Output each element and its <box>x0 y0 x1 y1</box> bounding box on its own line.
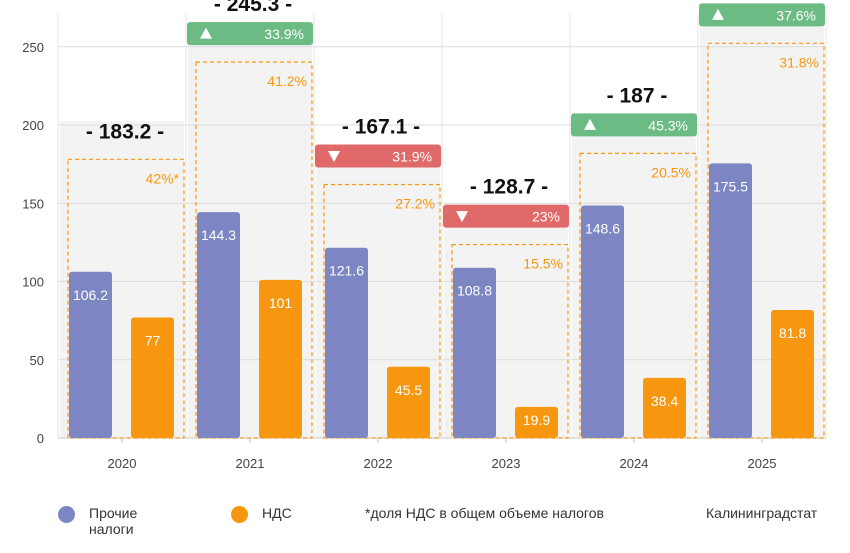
total-label: - 183.2 - <box>86 120 164 143</box>
bar-vat-label: 77 <box>145 332 161 348</box>
x-tick-label: 2020 <box>108 456 137 471</box>
change-label: 23% <box>532 209 560 225</box>
total-label: - 167.1 - <box>342 115 420 138</box>
bar-other-label: 108.8 <box>457 283 492 299</box>
change-pill <box>699 3 825 27</box>
total-label: - 187 - <box>607 84 668 107</box>
total-box <box>579 152 697 439</box>
vat-share-label: 15.5% <box>523 256 563 272</box>
triangle-up-icon <box>712 8 724 20</box>
source: Калининградстат <box>706 505 818 521</box>
bar-vat-label: 81.8 <box>779 325 806 341</box>
x-tick-label: 2021 <box>236 456 265 471</box>
vat-share-label: 31.8% <box>779 54 819 70</box>
total-box <box>323 183 441 439</box>
y-tick-label: 0 <box>37 431 44 446</box>
triangle-down-icon <box>456 211 468 223</box>
x-tick-label: 2024 <box>620 456 649 471</box>
bar-vat <box>771 309 814 438</box>
legend-vat-label: НДС <box>262 505 292 521</box>
bar-vat <box>387 366 430 438</box>
bar-other <box>581 205 624 438</box>
triangle-up-icon <box>584 118 596 130</box>
change-pill <box>187 22 313 46</box>
legend-vat-swatch <box>231 506 248 523</box>
change-label: 45.3% <box>648 117 688 133</box>
footnote: *доля НДС в общем объеме налогов <box>365 505 604 521</box>
change-label: 33.9% <box>264 26 304 42</box>
bar-other <box>69 271 112 438</box>
bar-vat <box>131 317 174 438</box>
x-tick-label: 2025 <box>748 456 777 471</box>
total-box <box>67 158 185 439</box>
tax-chart: 0 50 100 150 200 250 2020 106.2 77 42%* - 183.2 - 2… <box>22 0 827 471</box>
vat-share-label: 41.2% <box>267 73 307 89</box>
bar-other-label: 175.5 <box>713 178 748 194</box>
vat-share-label: 42%* <box>146 170 180 186</box>
triangle-up-icon <box>200 27 212 39</box>
total-label: - 128.7 - <box>470 176 548 199</box>
legend-other-label: Прочие налоги <box>89 505 138 537</box>
bar-vat-label: 38.4 <box>651 393 678 409</box>
bar-other <box>709 163 752 438</box>
bar-vat-label: 19.9 <box>523 412 550 428</box>
total-box <box>195 61 313 439</box>
change-pill <box>443 204 569 228</box>
bar-vat-label: 101 <box>269 295 293 311</box>
total-box <box>707 42 825 439</box>
total-label: - 245.3 - <box>214 0 292 16</box>
bar-other <box>325 247 368 438</box>
bar-other <box>197 212 240 438</box>
change-label: 31.9% <box>392 148 432 164</box>
bar-vat-label: 45.5 <box>395 382 422 398</box>
change-label: 37.6% <box>776 7 816 23</box>
legend-other-swatch <box>58 506 75 523</box>
y-tick-label: 200 <box>22 118 44 133</box>
vat-share-label: 27.2% <box>395 195 435 211</box>
bar-other <box>453 267 496 438</box>
y-tick-label: 50 <box>30 353 44 368</box>
bar-other-label: 144.3 <box>201 227 236 243</box>
x-tick-label: 2022 <box>364 456 393 471</box>
bar-vat <box>515 406 558 438</box>
bar-other-label: 148.6 <box>585 220 620 236</box>
y-tick-label: 250 <box>22 40 44 55</box>
bar-vat <box>259 279 302 438</box>
change-pill <box>571 113 697 137</box>
y-tick-label: 150 <box>22 196 44 211</box>
bar-other-label: 121.6 <box>329 263 364 279</box>
triangle-down-icon <box>328 150 340 162</box>
vat-share-label: 20.5% <box>651 164 691 180</box>
y-tick-label: 100 <box>22 275 44 290</box>
bar-other-label: 106.2 <box>73 287 108 303</box>
change-pill <box>315 144 441 168</box>
x-tick-label: 2023 <box>492 456 521 471</box>
bar-vat <box>643 377 686 438</box>
total-box <box>451 243 569 439</box>
